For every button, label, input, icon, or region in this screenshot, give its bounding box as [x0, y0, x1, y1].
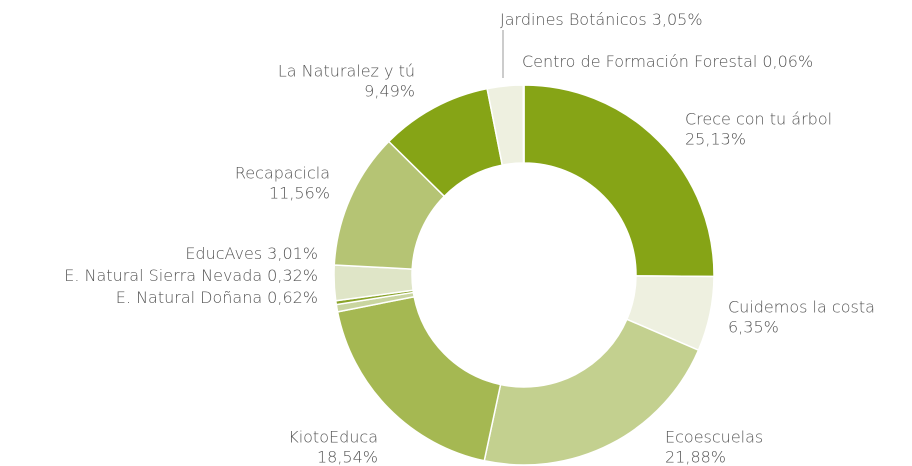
category-label: Jardines Botánicos — [500, 10, 647, 29]
slice-label: EducAves 3,01% — [185, 244, 318, 263]
category-label: Centro de Formación Forestal — [522, 52, 757, 71]
donut-slice — [483, 318, 700, 466]
donut-slice — [523, 84, 715, 278]
value-label: 11,56% — [269, 184, 330, 203]
value-label: 0,32% — [267, 266, 318, 285]
value-label: 0,06% — [762, 52, 813, 71]
category-label: Crece con tu árbol — [685, 110, 832, 129]
slice-label: Centro de Formación Forestal 0,06% — [522, 52, 813, 71]
category-label: Cuidemos la costa — [728, 298, 875, 317]
value-label: 0,62% — [267, 288, 318, 307]
category-label: Recapacicla — [235, 164, 330, 183]
value-label: 21,88% — [665, 448, 726, 466]
value-label: 6,35% — [728, 318, 779, 337]
value-label: 3,01% — [267, 244, 318, 263]
category-label: E. Natural Sierra Nevada — [64, 266, 262, 285]
slice-label: Jardines Botánicos 3,05% — [500, 10, 703, 29]
category-label: E. Natural Doñana — [116, 288, 262, 307]
donut-slice — [522, 84, 525, 164]
value-label: 18,54% — [317, 448, 378, 466]
value-label: 9,49% — [364, 82, 415, 101]
slice-label: E. Natural Sierra Nevada 0,32% — [64, 266, 318, 285]
value-label: 25,13% — [685, 130, 746, 149]
value-label: 3,05% — [652, 10, 703, 29]
category-label: KiotoEduca — [288, 428, 378, 447]
category-label: EducAves — [185, 244, 262, 263]
category-label: Ecoescuelas — [665, 428, 763, 447]
slice-label: E. Natural Doñana 0,62% — [116, 288, 318, 307]
category-label: La Naturalez y tú — [278, 62, 415, 81]
donut-slice — [336, 295, 502, 462]
